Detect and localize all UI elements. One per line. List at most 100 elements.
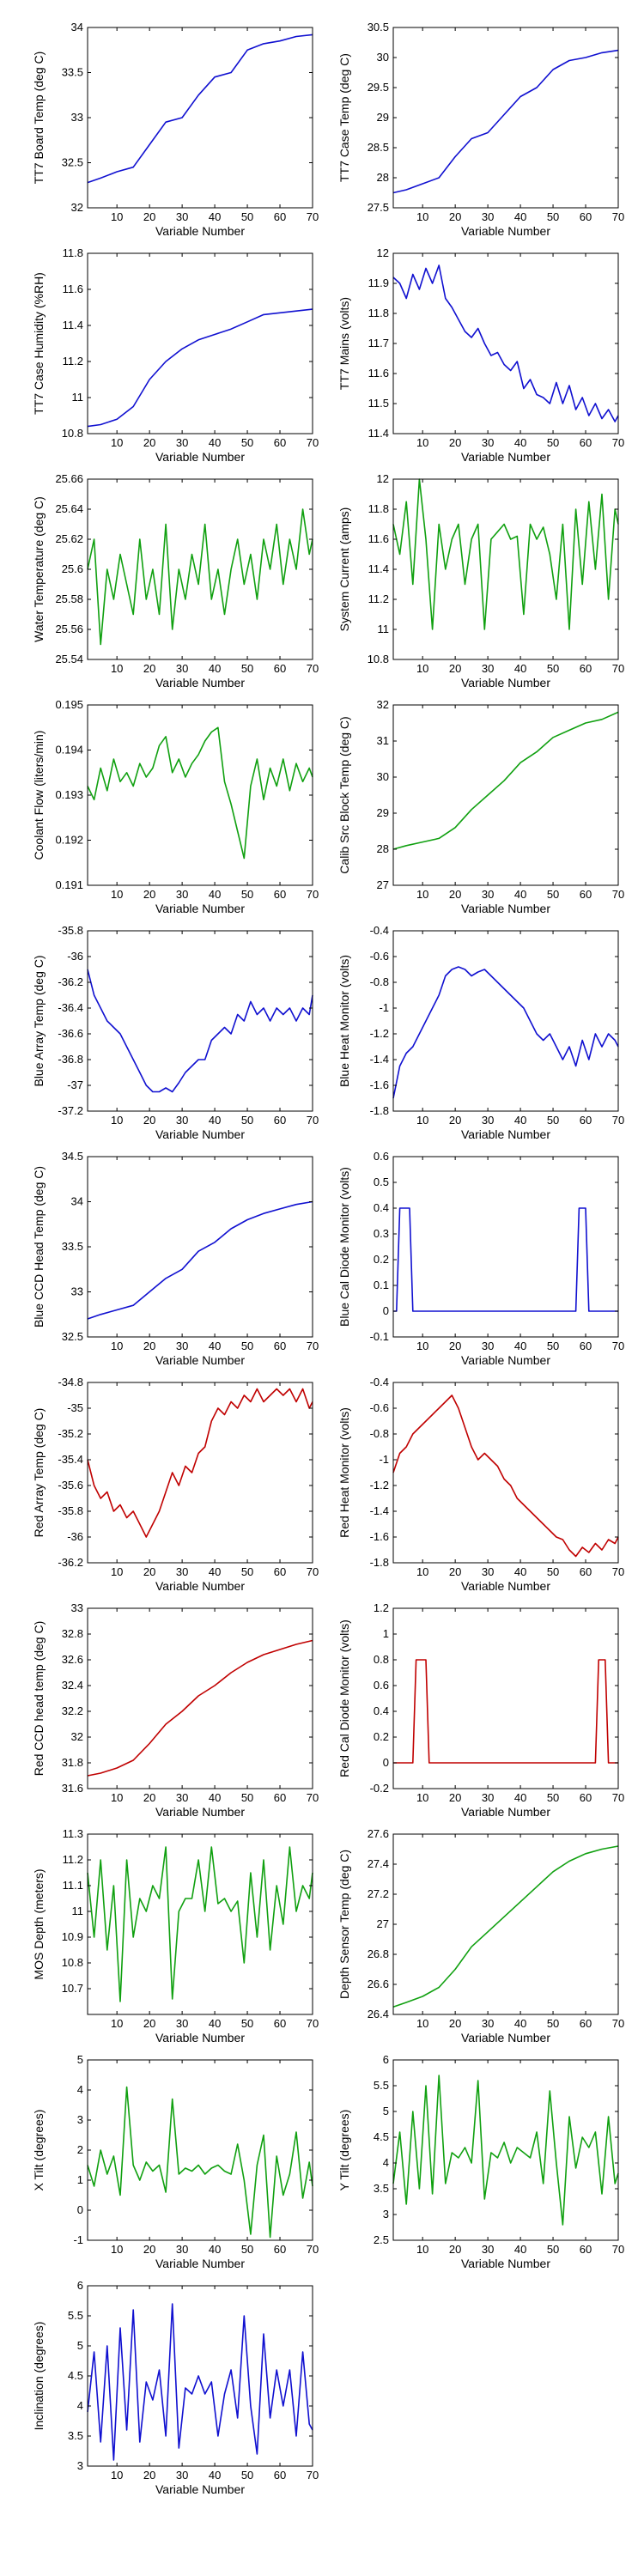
- chart-panel-14: 10 20 30 40 50 60 70 -1.8 -1.6 -1.4 -1.2 -1 -0.8 -0.6…: [337, 1376, 624, 1593]
- x-tick-label: 70: [307, 662, 319, 675]
- chart-panel-12: 10 20 30 40 50 60 70 -0.1 0 0.1 0.2 0.3 0.4 0.5 0.6 Var…: [337, 1150, 624, 1367]
- y-tick-label: 6: [77, 2279, 83, 2292]
- x-axis-label: Variable Number: [461, 1805, 550, 1819]
- y-tick-label: 2.5: [374, 2233, 389, 2246]
- x-tick-label: 40: [209, 1114, 221, 1127]
- y-tick-label: 33: [71, 111, 83, 124]
- x-tick-label: 50: [547, 2243, 559, 2256]
- series-line: [87, 969, 313, 1093]
- series-line: [392, 478, 619, 630]
- y-tick-label: 11: [72, 391, 84, 404]
- x-tick-label: 70: [612, 1565, 624, 1578]
- x-tick-label: 70: [307, 2243, 319, 2256]
- y-tick-label: 11.1: [63, 1879, 83, 1892]
- x-tick-label: 50: [547, 662, 559, 675]
- y-tick-label: 3: [383, 2208, 389, 2221]
- y-tick-label: 11.8: [63, 246, 83, 259]
- y-tick-label: 5: [383, 2105, 389, 2117]
- x-tick-label: 40: [514, 210, 526, 223]
- y-tick-label: -37: [67, 1078, 83, 1091]
- x-tick-label: 60: [580, 1565, 592, 1578]
- x-axis-label: Variable Number: [461, 1353, 550, 1367]
- y-tick-label: 11: [378, 623, 390, 635]
- y-tick-label: 29: [377, 111, 389, 124]
- y-tick-label: 0.194: [55, 744, 83, 756]
- x-tick-label: 10: [111, 1114, 123, 1127]
- plot-frame: [87, 2285, 313, 2467]
- plot-frame: [87, 1833, 313, 2015]
- y-tick-label: 25.64: [55, 502, 83, 515]
- y-tick-label: 0.195: [55, 698, 83, 711]
- chart-panel-2: 10 20 30 40 50 60 70 27.5 28 28.5 29 29.5 30 30.5 Vari…: [337, 21, 624, 238]
- y-tick-label: 11: [72, 1905, 84, 1917]
- x-tick-label: 10: [111, 888, 123, 901]
- y-tick-label: 26.6: [368, 1978, 389, 1990]
- x-tick-label: 40: [514, 436, 526, 449]
- x-tick-label: 20: [143, 1340, 155, 1352]
- series-line: [87, 1388, 313, 1538]
- x-tick-label: 60: [274, 1340, 286, 1352]
- x-tick-label: 50: [241, 2243, 253, 2256]
- x-axis-label: Variable Number: [155, 224, 245, 238]
- x-tick-label: 70: [612, 888, 624, 901]
- x-tick-label: 50: [547, 436, 559, 449]
- x-tick-label: 60: [274, 436, 286, 449]
- x-tick-label: 30: [176, 888, 188, 901]
- y-tick-label: 11.7: [368, 337, 389, 349]
- y-axis-label: X Tilt (degrees): [32, 2110, 46, 2191]
- chart-panel-13: 10 20 30 40 50 60 70 -36.2 -36 -35.8 -35.6 -35.4 -35…: [32, 1376, 319, 1593]
- x-tick-label: 20: [449, 210, 461, 223]
- y-tick-label: -0.4: [370, 924, 389, 937]
- y-tick-label: 28: [377, 171, 389, 184]
- chart-panel-7: 10 20 30 40 50 60 70 0.191 0.192 0.193 0.194 0.195 V…: [32, 698, 319, 915]
- y-tick-label: 11.6: [63, 283, 83, 295]
- x-axis-label: Variable Number: [461, 2031, 550, 2044]
- x-tick-label: 60: [274, 1565, 286, 1578]
- y-tick-label: -36.4: [58, 1001, 83, 1014]
- plot-frame: [87, 1607, 313, 1789]
- y-tick-label: -1.6: [370, 1530, 389, 1543]
- y-tick-label: 0.193: [55, 788, 83, 801]
- series-line: [87, 508, 313, 646]
- x-axis-label: Variable Number: [155, 676, 245, 690]
- x-tick-label: 40: [514, 2243, 526, 2256]
- chart-panel-3: 10 20 30 40 50 60 70 10.8 11 11.2 11.4 11.6 11.8 Vari…: [32, 246, 319, 464]
- plot-frame: [87, 704, 313, 886]
- y-tick-label: 11.6: [368, 532, 389, 545]
- x-axis-label: Variable Number: [461, 224, 550, 238]
- series-line: [392, 1845, 619, 2008]
- y-tick-label: -36.8: [58, 1053, 83, 1066]
- x-tick-label: 40: [209, 1565, 221, 1578]
- y-tick-label: 0.1: [374, 1279, 389, 1291]
- x-tick-label: 70: [612, 2243, 624, 2256]
- x-tick-label: 30: [482, 2243, 494, 2256]
- chart-panel-8: 10 20 30 40 50 60 70 27 28 29 30 31 32 Variable Numbe…: [337, 698, 624, 915]
- plot-frame: [87, 252, 313, 434]
- y-tick-label: -1: [73, 2233, 83, 2246]
- x-axis-label: Variable Number: [461, 902, 550, 915]
- y-tick-label: 33.5: [62, 1240, 83, 1253]
- y-tick-label: 4.5: [374, 2130, 389, 2143]
- x-tick-label: 70: [307, 1791, 319, 1804]
- y-tick-label: 4: [77, 2399, 83, 2412]
- y-tick-label: -1.2: [370, 1027, 389, 1040]
- chart-panel-6: 10 20 30 40 50 60 70 10.8 11 11.2 11.4 11.6 11.8 12 Va…: [337, 472, 624, 690]
- series-line: [392, 966, 619, 1099]
- x-tick-label: 40: [209, 1340, 221, 1352]
- x-tick-label: 30: [482, 888, 494, 901]
- x-tick-label: 30: [176, 2469, 188, 2482]
- x-tick-label: 20: [143, 2469, 155, 2482]
- x-tick-label: 10: [416, 1791, 428, 1804]
- x-tick-label: 70: [307, 436, 319, 449]
- y-axis-label: Blue Heat Monitor (volts): [337, 955, 351, 1087]
- y-tick-label: 32: [71, 1730, 83, 1743]
- y-tick-label: 0.2: [374, 1253, 389, 1266]
- chart-panel-20: 10 20 30 40 50 60 70 2.5 3 3.5 4 4.5 5 5.5 6 Variable N…: [337, 2053, 624, 2270]
- x-tick-label: 50: [547, 1791, 559, 1804]
- series-line: [87, 1639, 313, 1777]
- x-tick-label: 10: [111, 1340, 123, 1352]
- x-axis-label: Variable Number: [155, 2482, 245, 2496]
- x-tick-label: 10: [416, 2243, 428, 2256]
- plot-frame: [87, 1156, 313, 1338]
- chart-panel-4: 10 20 30 40 50 60 70 11.4 11.5 11.6 11.7 11.8 11.9 12…: [337, 246, 624, 464]
